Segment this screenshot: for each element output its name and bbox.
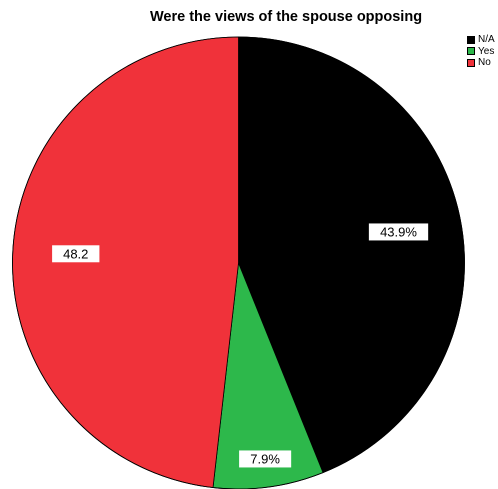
chart-title: Were the views of the spouse opposing xyxy=(150,9,423,25)
legend-swatch-yes xyxy=(467,47,475,56)
slice-label-box-na xyxy=(368,223,429,241)
legend-swatch-na xyxy=(467,35,475,44)
slice-label-text-yes: 7.9% xyxy=(250,451,280,466)
legend-item-na: N/A xyxy=(467,34,495,46)
slice-label-box-no xyxy=(52,245,100,263)
pie-slice-labels: 43.9% 7.9% 48.2 xyxy=(52,223,429,468)
legend: N/A Yes No xyxy=(467,34,495,69)
slice-label-na: 43.9% xyxy=(368,223,429,241)
slice-label-box-yes xyxy=(239,450,292,468)
slice-label-yes: 7.9% xyxy=(239,450,292,468)
legend-item-yes: Yes xyxy=(467,46,495,58)
slice-label-text-no: 48.2 xyxy=(63,246,88,261)
legend-label-no: No xyxy=(478,57,491,69)
slice-label-text-na: 43.9% xyxy=(380,224,417,239)
pie-outline xyxy=(12,36,465,489)
slice-label-no: 48.2 xyxy=(52,245,100,263)
pie-slices xyxy=(12,36,465,489)
legend-label-na: N/A xyxy=(478,34,495,46)
legend-label-yes: Yes xyxy=(478,45,495,57)
pie-slice-no xyxy=(12,36,239,488)
legend-item-no: No xyxy=(467,57,495,69)
legend-swatch-no xyxy=(467,58,475,67)
